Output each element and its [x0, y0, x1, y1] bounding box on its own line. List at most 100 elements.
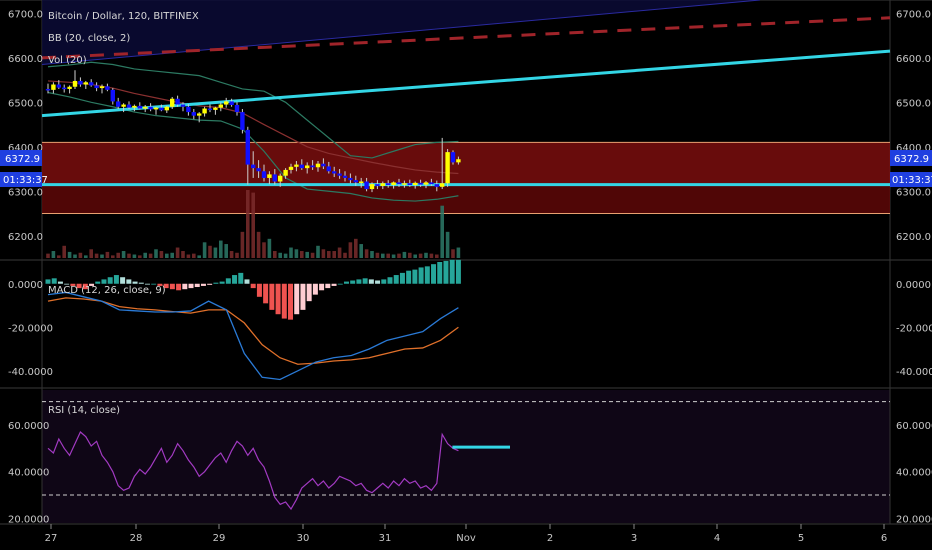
- candle-body: [148, 106, 153, 110]
- volume-bar: [235, 252, 239, 258]
- volume-bar: [111, 255, 115, 258]
- macd-legend: MACD (12, 26, close, 9): [48, 285, 166, 296]
- candle-body: [245, 129, 250, 165]
- candle-body: [267, 174, 272, 178]
- macd-histogram-bar: [120, 277, 126, 284]
- left-price-tag: 6372.9 01:33:37: [0, 150, 48, 187]
- candle-body: [94, 85, 99, 89]
- volume-bar: [148, 253, 153, 258]
- macd-histogram-bar: [443, 260, 449, 284]
- macd-histogram-bar: [294, 283, 300, 315]
- volume-bar: [343, 252, 347, 258]
- candle-body: [256, 168, 261, 172]
- candle-body: [342, 175, 348, 178]
- candle-body: [132, 105, 137, 108]
- candle-body: [218, 104, 223, 108]
- x-tick-label: Nov: [456, 533, 476, 544]
- macd-histogram-bar: [406, 270, 412, 284]
- macd-line: [47, 291, 459, 381]
- price-tick-left: 6700.0: [8, 9, 43, 20]
- candle-body: [375, 184, 380, 186]
- volume-bar: [213, 247, 218, 258]
- candle-body: [380, 183, 385, 186]
- last-price-left: 6372.9: [5, 154, 40, 165]
- volume-bar: [186, 254, 191, 258]
- candle-body: [234, 104, 240, 113]
- candle-body: [278, 175, 283, 182]
- volume-bar: [159, 251, 164, 258]
- candle-body: [175, 98, 180, 105]
- volume-bar: [224, 244, 228, 258]
- volume-bar: [359, 244, 363, 258]
- macd-histogram-bar: [368, 279, 374, 284]
- candle-body: [434, 184, 439, 187]
- volume-bar: [316, 245, 320, 258]
- macd-histogram-bar: [449, 259, 455, 284]
- candle-body: [240, 112, 245, 130]
- rsi-pane[interactable]: [42, 401, 890, 511]
- macd-histogram-bar: [151, 283, 157, 285]
- candle-body: [369, 184, 375, 190]
- volume-bar: [175, 247, 180, 258]
- macd-histogram-bar: [225, 278, 231, 284]
- candle-body: [89, 82, 94, 86]
- volume-bar: [354, 238, 358, 258]
- macd-histogram-bar: [350, 280, 356, 284]
- candle-body: [456, 159, 461, 163]
- candle-body: [315, 163, 321, 168]
- volume-bar: [273, 251, 277, 258]
- volume-bar: [262, 242, 266, 258]
- macd-histogram-bar: [256, 283, 262, 297]
- volume-bar: [105, 251, 110, 258]
- price-tick-left: 6300.0: [8, 187, 43, 198]
- candle-body: [186, 106, 191, 113]
- candle-body: [445, 152, 450, 184]
- volume-bar: [364, 249, 369, 258]
- macd-histogram-bar: [387, 277, 393, 284]
- volume-bar: [116, 252, 120, 258]
- macd-histogram-bar: [306, 283, 312, 302]
- volume-bar: [445, 231, 450, 258]
- candle-body: [213, 107, 218, 110]
- candle-body: [153, 107, 159, 110]
- macd-histogram-bar: [76, 283, 82, 289]
- macd-histogram-bar: [70, 283, 76, 286]
- price-zone-1: [42, 184, 890, 214]
- last-price-right: 6372.9: [894, 154, 929, 165]
- macd-tick-left: 0.0000: [8, 280, 43, 291]
- macd-histogram-bar: [375, 280, 381, 284]
- macd-histogram-bar: [356, 279, 362, 284]
- volume-bar: [73, 254, 77, 258]
- bb-legend: BB (20, close, 2): [48, 33, 130, 44]
- macd-tick-right: -40.0000: [896, 367, 932, 378]
- volume-bar: [100, 254, 104, 258]
- candle-body: [143, 106, 148, 109]
- macd-histogram-bar: [381, 279, 387, 284]
- candle-body: [56, 84, 61, 88]
- volume-bar: [305, 251, 309, 258]
- candle-body: [116, 101, 121, 107]
- volume-bar: [154, 249, 158, 258]
- candle-body: [359, 181, 364, 183]
- macd-histogram-bar: [275, 283, 281, 315]
- macd-pane[interactable]: [45, 259, 461, 381]
- rsi-tick-right: 20.0000: [896, 514, 932, 525]
- x-tick-label: 30: [297, 533, 310, 544]
- candle-body: [321, 163, 326, 167]
- volume-bar: [337, 247, 342, 258]
- price-pane[interactable]: [41, 0, 891, 258]
- price-tick-left: 6400.0: [8, 143, 43, 154]
- macd-histogram-bar: [269, 283, 275, 310]
- macd-histogram-bar: [263, 283, 269, 304]
- candle-body: [45, 88, 51, 91]
- volume-bar: [208, 245, 212, 258]
- x-tick-label: 6: [881, 533, 887, 544]
- macd-histogram-bar: [144, 283, 150, 285]
- candle-body: [170, 98, 175, 107]
- candle-body: [337, 173, 342, 176]
- right-price-tag: 6372.9 01:33:37: [890, 150, 932, 187]
- volume-bar: [89, 249, 93, 258]
- volume-bar: [413, 254, 417, 258]
- candle-body: [429, 182, 434, 185]
